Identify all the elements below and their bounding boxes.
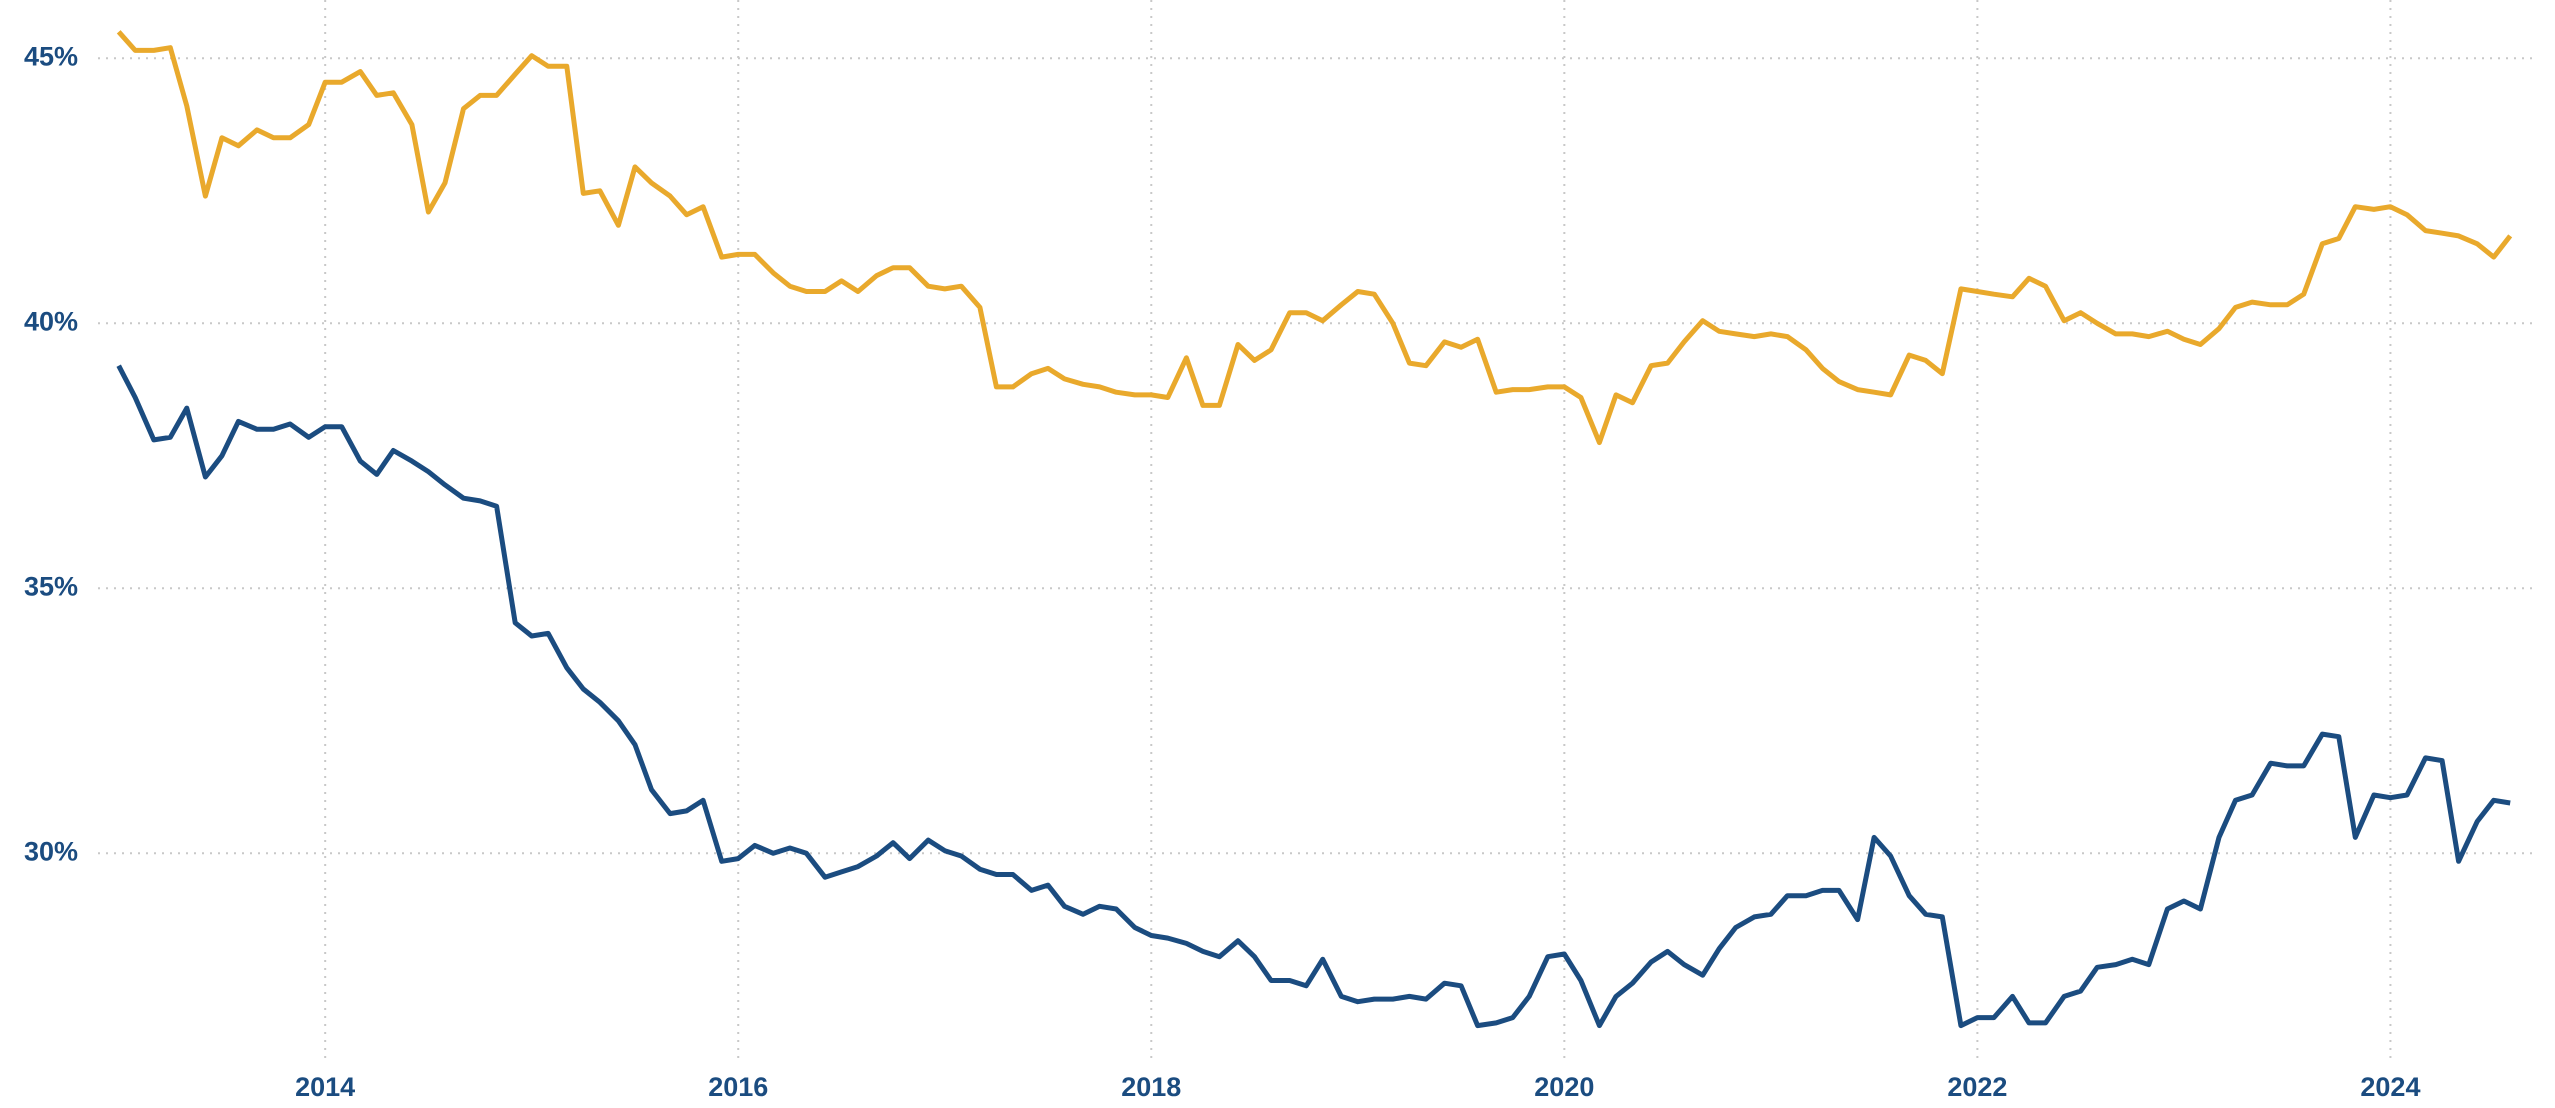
x-tick-label: 2016	[708, 1072, 768, 1102]
x-tick-label: 2014	[295, 1072, 355, 1102]
line-series	[116, 364, 2511, 1029]
x-tick-label: 2018	[1121, 1072, 1181, 1102]
y-tick-label: 35%	[24, 571, 78, 601]
y-tick-label: 30%	[24, 836, 78, 866]
x-tick-label: 2022	[1947, 1072, 2007, 1102]
y-tick-label: 45%	[24, 41, 78, 71]
y-tick-label: 40%	[24, 306, 78, 336]
x-tick-label: 2020	[1534, 1072, 1594, 1102]
x-tick-label: 2024	[2360, 1072, 2420, 1102]
line-series	[116, 30, 2513, 446]
